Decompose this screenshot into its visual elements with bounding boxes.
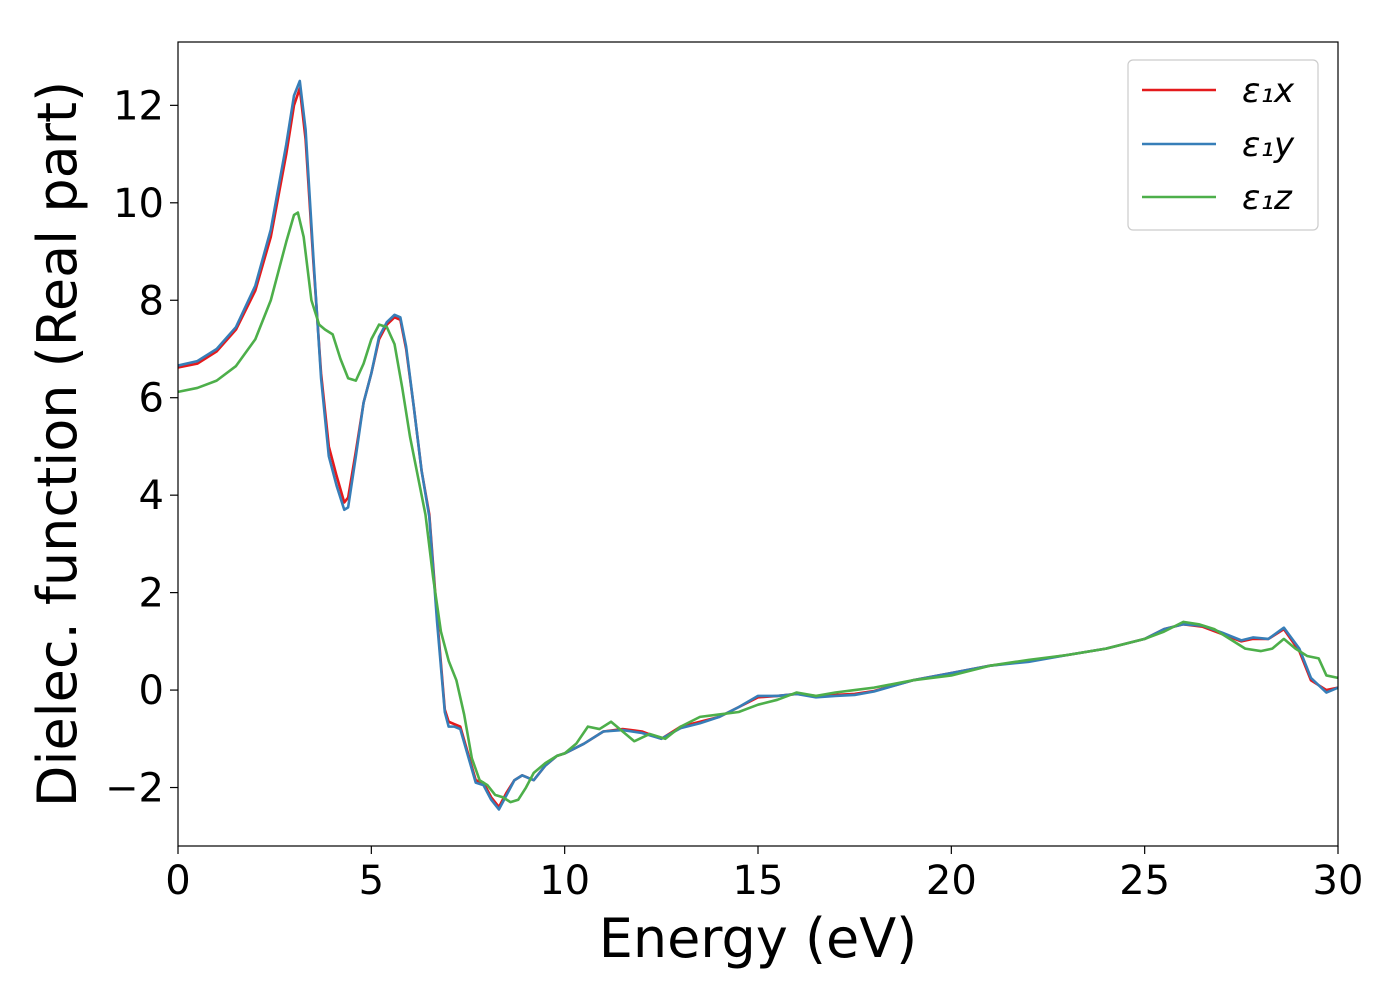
- x-tick-label: 20: [926, 858, 977, 904]
- x-tick-label: 30: [1313, 858, 1364, 904]
- y-axis: −2 0 2 4 6 8 10 12: [105, 83, 178, 812]
- x-axis: 0 5 10 15 20 25 30: [165, 846, 1363, 904]
- legend: ε₁x ε₁y ε₁z: [1127, 59, 1319, 231]
- y-tick-label: 2: [139, 571, 164, 617]
- x-tick-label: 25: [1119, 858, 1170, 904]
- y-tick-label: −2: [105, 766, 164, 812]
- legend-label-y: ε₁y: [1242, 125, 1295, 165]
- y-tick-label: 10: [113, 181, 164, 227]
- y-tick-label: 4: [139, 473, 164, 519]
- x-tick-label: 10: [539, 858, 590, 904]
- y-tick-label: 8: [139, 278, 164, 324]
- x-tick-label: 15: [733, 858, 784, 904]
- series-line-z: [177, 211, 1339, 804]
- x-tick-label: 5: [359, 858, 384, 904]
- x-tick-label: 0: [165, 858, 190, 904]
- y-tick-label: 0: [139, 668, 164, 714]
- y-tick-label: 12: [113, 83, 164, 129]
- legend-label-x: ε₁x: [1242, 71, 1295, 111]
- y-tick-label: 6: [139, 376, 164, 422]
- x-axis-title: Energy (eV): [599, 907, 918, 970]
- legend-box: [1127, 59, 1319, 231]
- series-layer: [177, 79, 1339, 811]
- legend-label-z: ε₁z: [1242, 178, 1293, 218]
- y-axis-title: Dielec. function (Real part): [26, 81, 89, 807]
